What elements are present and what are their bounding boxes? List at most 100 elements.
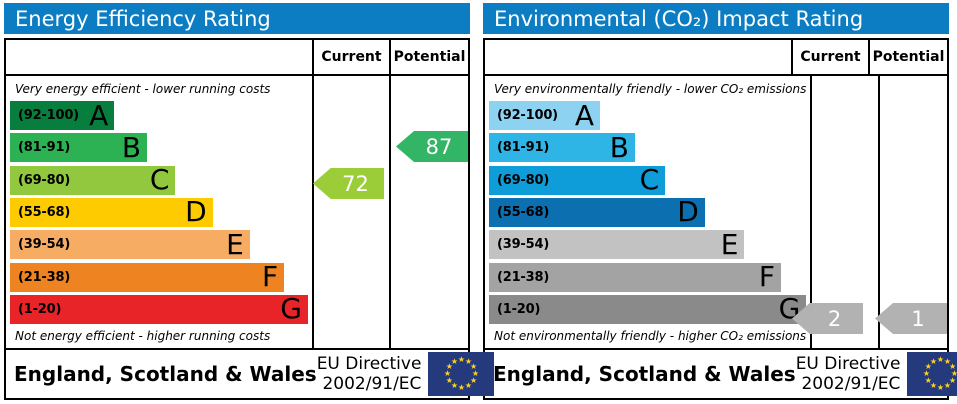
band-d: (55-68) D (10, 195, 213, 229)
eu-star-icon: ★ (943, 356, 952, 366)
band-row: (69-80) C (489, 163, 806, 198)
eu-star-icon: ★ (943, 381, 952, 391)
potential-rating-value: 87 (425, 134, 453, 159)
eu-star-icon: ★ (457, 355, 466, 364)
panel-title: Energy Efficiency Rating (15, 6, 271, 31)
band-row: (1-20) G (10, 292, 308, 327)
band-chart: Very environmentally friendly - lower CO… (485, 76, 810, 348)
band-e-range: (39-54) (18, 237, 71, 253)
panel-footer: England, Scotland & Wales EU Directive 2… (485, 348, 957, 398)
band-b: (81-91) B (10, 130, 148, 164)
band-row: (39-54) E (10, 230, 308, 262)
eu-directive-line1: EU Directive (795, 353, 901, 374)
eu-star-icon: ★ (445, 376, 453, 385)
caption-top: Very environmentally friendly - lower CO… (494, 82, 807, 96)
band-c-range: (69-80) (497, 172, 550, 188)
current-rating-value: 72 (342, 171, 369, 196)
band-row: (92-100) A (489, 101, 806, 133)
rating-chart-body: Very environmentally friendly - lower CO… (485, 76, 947, 348)
band-b: (81-91) B (489, 130, 635, 164)
band-d: (55-68) D (489, 197, 705, 227)
band-c-letter: C (149, 163, 170, 197)
eu-directive-line2: 2002/91/EC (322, 374, 422, 394)
header-spacer (485, 40, 791, 74)
band-g-range: (1-20) (18, 301, 62, 317)
band-e: (39-54) E (10, 227, 250, 261)
co2-panel-header: Environmental (CO₂) Impact Rating (483, 3, 949, 34)
band-d-letter: D (185, 195, 207, 229)
band-g: (1-20) G (489, 294, 807, 324)
band-a: (92-100) A (10, 98, 115, 132)
band-row: (92-100) A (10, 101, 308, 133)
band-f-letter: F (758, 260, 775, 294)
band-b-range: (81-91) (18, 140, 71, 156)
eu-star-icon: ★ (464, 356, 473, 366)
band-b-letter: B (609, 130, 629, 164)
band-f: (21-38) F (489, 260, 781, 294)
band-row: (55-68) D (489, 197, 806, 230)
band-row: (81-91) B (489, 133, 806, 165)
co2-impact-panel: Environmental (CO₂) Impact Rating Curren… (483, 3, 957, 400)
eu-directive-label: EU Directive 2002/91/EC (796, 354, 908, 394)
band-row: (81-91) B (10, 133, 308, 165)
potential-column (877, 76, 947, 348)
potential-column-header: Potential (389, 40, 468, 74)
eu-star-icon: ★ (443, 369, 452, 378)
band-d-range: (55-68) (18, 204, 71, 220)
band-c: (69-80) C (489, 163, 666, 197)
energy-panel-header: Energy Efficiency Rating (4, 3, 470, 34)
caption-bottom: Not energy efficient - higher running co… (15, 329, 271, 343)
eu-directive-line2: 2002/91/EC (801, 374, 901, 394)
band-g-range: (1-20) (497, 301, 541, 317)
band-f-range: (21-38) (497, 269, 550, 285)
current-column-header: Current (791, 40, 868, 74)
band-f-range: (21-38) (18, 269, 71, 285)
eu-star-icon: ★ (948, 362, 957, 371)
eu-star-icon: ★ (924, 376, 932, 385)
band-e-letter: E (226, 227, 244, 261)
potential-column-header: Potential (868, 40, 947, 74)
eu-star-icon: ★ (929, 381, 938, 391)
eu-star-icon: ★ (457, 383, 466, 392)
band-b-range: (81-91) (497, 140, 550, 156)
header-spacer (6, 40, 312, 74)
band-row: (21-38) F (10, 262, 308, 295)
band-a-letter: A (89, 98, 109, 132)
eu-star-icon: ★ (922, 369, 931, 378)
band-d-range: (55-68) (497, 204, 550, 220)
band-a-range: (92-100) (18, 108, 79, 123)
table-header-row: Current Potential (6, 40, 468, 76)
eu-directive-line1: EU Directive (316, 353, 422, 374)
panel-footer: England, Scotland & Wales EU Directive 2… (6, 348, 495, 398)
current-rating-value: 2 (827, 306, 842, 331)
eu-star-icon: ★ (936, 355, 945, 364)
region-label: England, Scotland & Wales (493, 362, 796, 386)
eu-star-icon: ★ (936, 383, 945, 392)
eu-star-icon: ★ (445, 362, 453, 371)
band-row: (1-20) G (489, 294, 807, 327)
band-e: (39-54) E (489, 227, 745, 261)
band-b-letter: B (121, 130, 142, 164)
current-rating-arrow: 72 (313, 168, 384, 199)
eu-flag-icon: ★ ★ ★ ★ ★ ★ ★ ★ ★ ★ ★ ★ (907, 352, 957, 396)
caption-bottom: Not environmentally friendly - higher CO… (494, 329, 807, 343)
eu-star-icon: ★ (469, 362, 478, 371)
band-c-letter: C (639, 163, 660, 197)
table-header-row: Current Potential (485, 40, 947, 76)
eu-star-icon: ★ (924, 362, 932, 371)
band-e-letter: E (720, 227, 739, 261)
eu-star-icon: ★ (450, 356, 459, 366)
current-column-header: Current (312, 40, 389, 74)
panel-title: Environmental (CO₂) Impact Rating (494, 6, 864, 31)
band-c-range: (69-80) (18, 172, 71, 188)
potential-rating-arrow: 87 (396, 131, 468, 162)
band-g-letter: G (280, 292, 302, 326)
eu-star-icon: ★ (464, 381, 473, 391)
eu-directive-label: EU Directive 2002/91/EC (317, 354, 429, 394)
eu-star-icon: ★ (948, 376, 957, 385)
co2-rating-table: Current Potential Very environmentally f… (483, 38, 957, 400)
band-a-range: (92-100) (497, 108, 558, 123)
eu-star-icon: ★ (450, 381, 459, 391)
energy-efficiency-panel: Energy Efficiency Rating Current Potenti… (4, 3, 495, 400)
